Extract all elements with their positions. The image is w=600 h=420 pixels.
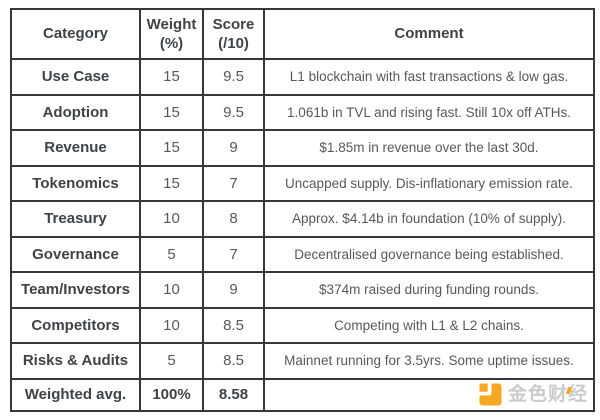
cell-weight: 15 [139, 58, 204, 96]
cell-category-footer: Weighted avg. [10, 377, 141, 412]
table-row: Tokenomics 15 7 Uncapped supply. Dis-inf… [10, 164, 595, 202]
cell-category: Use Case [10, 58, 141, 96]
cell-weight: 5 [139, 235, 204, 273]
cell-comment: Approx. $4.14b in foundation (10% of sup… [263, 200, 595, 238]
header-comment-label: Comment [394, 25, 464, 43]
cell-score: 7 [202, 164, 265, 202]
cell-comment: Competing with L1 & L2 chains. [263, 306, 595, 344]
table-row: Risks & Audits 5 8.5 Mainnet running for… [10, 342, 595, 380]
table-row: Governance 5 7 Decentralised governance … [10, 235, 595, 273]
cell-comment: Uncapped supply. Dis-inflationary emissi… [263, 164, 595, 202]
cell-comment: $1.85m in revenue over the last 30d. [263, 129, 595, 167]
cell-comment-footer: 金色财经 [263, 377, 595, 412]
cell-comment: Decentralised governance being establish… [263, 235, 595, 273]
cell-category: Risks & Audits [10, 342, 141, 380]
cell-category: Tokenomics [10, 164, 141, 202]
cell-score: 9.5 [202, 58, 265, 96]
cell-category: Adoption [10, 93, 141, 131]
cell-weight: 10 [139, 306, 204, 344]
cell-weight: 15 [139, 164, 204, 202]
cell-score: 7 [202, 235, 265, 273]
table-row: Revenue 15 9 $1.85m in revenue over the … [10, 129, 595, 167]
table-row: Adoption 15 9.5 1.061b in TVL and rising… [10, 93, 595, 131]
cell-weight: 15 [139, 93, 204, 131]
header-category: Category [10, 8, 141, 60]
header-comment: Comment [263, 8, 595, 60]
cell-score: 8 [202, 200, 265, 238]
cell-score: 8.5 [202, 342, 265, 380]
cell-category: Revenue [10, 129, 141, 167]
cell-comment: $374m raised during funding rounds. [263, 271, 595, 309]
cell-category: Team/Investors [10, 271, 141, 309]
scoring-table: Category Weight (%) Score (/10) Comment Us… [10, 8, 595, 412]
header-score: Score (/10) [202, 8, 265, 60]
cell-score: 9.5 [202, 93, 265, 131]
header-weight: Weight (%) [139, 8, 204, 60]
cell-comment: Mainnet running for 3.5yrs. Some uptime … [263, 342, 595, 380]
cell-weight: 10 [139, 271, 204, 309]
cell-comment: L1 blockchain with fast transactions & l… [263, 58, 595, 96]
table-row: Competitors 10 8.5 Competing with L1 & L… [10, 306, 595, 344]
cell-score-footer: 8.58 [202, 377, 265, 412]
cell-category: Competitors [10, 306, 141, 344]
cell-category: Governance [10, 235, 141, 273]
cell-weight: 10 [139, 200, 204, 238]
cell-score: 8.5 [202, 306, 265, 344]
table-row: Team/Investors 10 9 $374m raised during … [10, 271, 595, 309]
cell-comment: 1.061b in TVL and rising fast. Still 10x… [263, 93, 595, 131]
header-weight-unit: (%) [159, 35, 184, 52]
table-row: Use Case 15 9.5 L1 blockchain with fast … [10, 58, 595, 96]
header-row: Category Weight (%) Score (/10) Comment [10, 8, 595, 60]
cell-weight: 15 [139, 129, 204, 167]
jinse-watermark: 金色财经 [266, 383, 592, 406]
jinse-watermark-text: 金色财经 [507, 384, 588, 405]
table-row: Treasury 10 8 Approx. $4.14b in foundati… [10, 200, 595, 238]
cell-weight: 5 [139, 342, 204, 380]
header-category-label: Category [42, 25, 109, 43]
header-weight-label: Weight [146, 15, 197, 33]
header-score-label: Score [212, 15, 255, 33]
cell-score: 9 [202, 129, 265, 167]
jinse-logo-icon [479, 383, 502, 406]
cell-category: Treasury [10, 200, 141, 238]
header-score-unit: (/10) [218, 35, 249, 52]
cell-weight-footer: 100% [139, 377, 204, 412]
cell-score: 9 [202, 271, 265, 309]
weighted-avg-row: Weighted avg. 100% 8.58 金色财经 [10, 377, 595, 412]
